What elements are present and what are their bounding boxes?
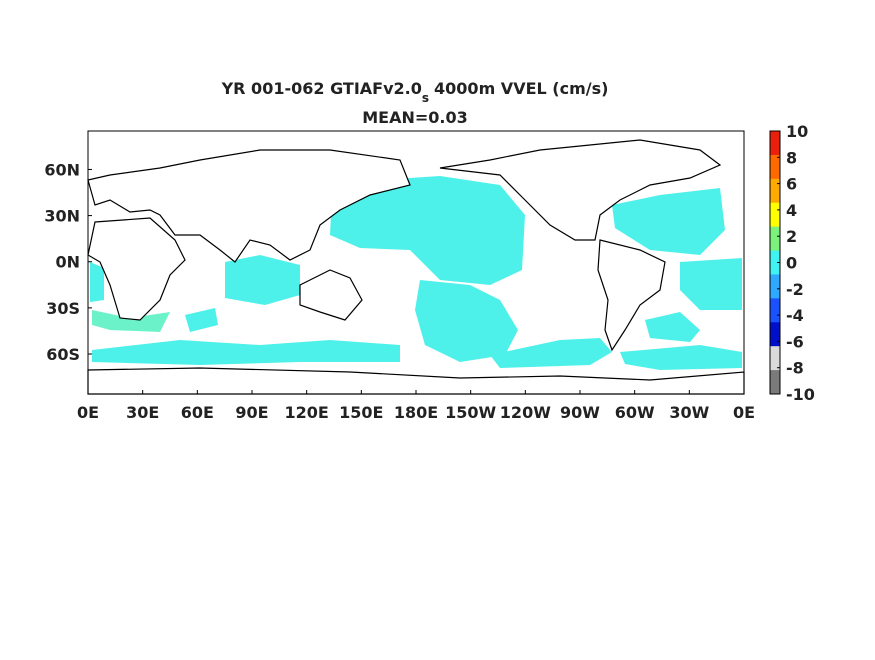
colorbar-tick-label: -4 (786, 306, 804, 325)
field-patch (612, 188, 725, 255)
title: YR 001-062 GTIAFv2.0s 4000m VVEL (cm/s) (221, 79, 609, 105)
x-tick-label: 0E (733, 403, 755, 422)
colorbar-tick-label: 10 (786, 122, 808, 141)
axes: 0E 30E 60E 90E 120E 150E 180E 150W 120W 90W 60W 30W… (44, 160, 755, 422)
colorbar-swatch (770, 178, 780, 204)
colorbar-swatch (770, 274, 780, 299)
y-tick-label: 0N (55, 253, 80, 272)
map-content (87, 131, 745, 395)
colorbar-tick-label: 6 (786, 175, 797, 194)
x-tick-label: 60W (615, 403, 655, 422)
colorbar-swatch (770, 226, 780, 252)
colorbar-swatch (770, 298, 780, 323)
x-tick-label: 90E (235, 403, 268, 422)
subtitle: MEAN=0.03 (362, 108, 468, 127)
field-patch (90, 262, 104, 302)
x-tick-label: 150W (445, 403, 496, 422)
field-patch (415, 280, 518, 362)
south-america (597, 239, 666, 352)
colorbar-swatch (770, 370, 780, 395)
title-rest: 4000m VVEL (cm/s) (434, 79, 608, 98)
x-tick-label: 150E (339, 403, 383, 422)
australia (299, 269, 363, 321)
field-patch (225, 255, 300, 305)
africa (87, 217, 186, 321)
x-tick-label: 90W (560, 403, 600, 422)
field-patch (680, 258, 742, 310)
north-america (439, 139, 722, 241)
colorbar-swatch (770, 131, 780, 156)
title-subscript: s (422, 91, 429, 105)
x-tick-label: 120W (500, 403, 551, 422)
x-tick-label: 120E (285, 403, 329, 422)
colorbar: 10 8 6 4 2 0 -2 -4 -6 -8 -10 (769, 122, 815, 404)
colorbar-tick-label: 8 (786, 148, 797, 167)
field-patch (330, 176, 525, 285)
colorbar-tick-label: 4 (786, 201, 797, 220)
colorbar-swatch (770, 346, 780, 371)
colorbar-tick-label: 2 (786, 227, 797, 246)
colorbar-tick-label: -8 (786, 359, 804, 378)
field-patch (92, 310, 170, 332)
field-patch (490, 338, 612, 368)
x-tick-label: 0E (77, 403, 99, 422)
field-patch (92, 340, 400, 365)
y-tick-label: 30N (44, 207, 80, 226)
colorbar-tick-label: -2 (786, 280, 804, 299)
x-tick-label: 30E (126, 403, 159, 422)
field-patch (185, 308, 218, 332)
x-tick-label: 30W (669, 403, 709, 422)
colorbar-tick-label: -6 (786, 332, 804, 351)
x-tick-label: 60E (181, 403, 214, 422)
colorbar-swatch (770, 250, 780, 275)
x-tick-label: 180E (394, 403, 438, 422)
title-main: YR 001-062 GTIAFv2.0 (221, 79, 422, 98)
y-tick-label: 60S (46, 345, 80, 364)
field-patch (620, 345, 742, 370)
y-tick-label: 30S (46, 299, 80, 318)
colorbar-swatch (770, 202, 780, 228)
colorbar-swatch (770, 154, 780, 180)
eurasia (87, 149, 411, 263)
colorbar-tick-label: 0 (786, 254, 797, 273)
field-patch (645, 312, 700, 342)
y-tick-label: 60N (44, 160, 80, 179)
colorbar-swatch (770, 322, 780, 347)
colorbar-tick-label: -10 (786, 385, 815, 404)
